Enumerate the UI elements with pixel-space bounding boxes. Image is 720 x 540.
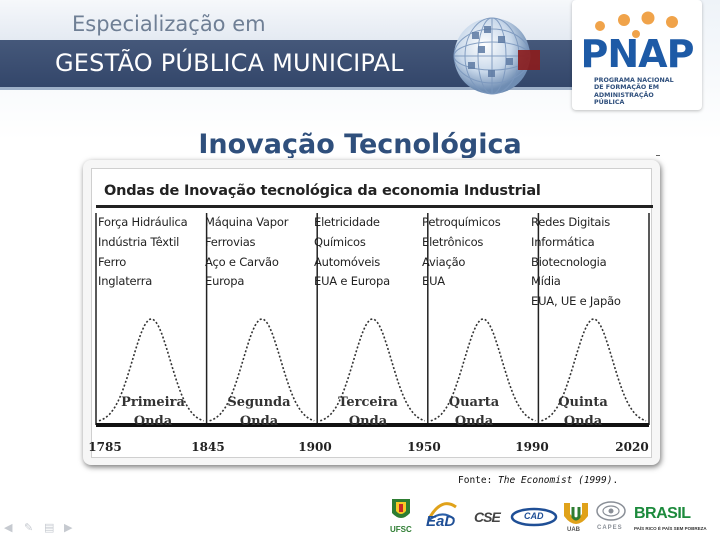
footer-logos: UFSC EaD CSE CAD UAB CAPES bbox=[388, 497, 720, 537]
figure-title: Ondas de Inovação tecnológica da economi… bbox=[104, 183, 541, 199]
wave-name-line: Onda bbox=[454, 414, 494, 429]
pnap-logo: PNAP PROGRAMA NACIONAL DE FORMAÇÃO EM AD… bbox=[572, 0, 702, 110]
wave-item: Eletrônicos bbox=[422, 234, 484, 249]
ufsc-text: UFSC bbox=[390, 525, 412, 534]
wave-item: Indústria Têxtil bbox=[98, 234, 180, 249]
capes-logo: CAPES bbox=[594, 497, 628, 537]
wave-item: EUA, UE e Japão bbox=[531, 294, 621, 309]
wave-name-line: Primeira bbox=[121, 395, 185, 410]
wave-item: Ferrovias bbox=[205, 234, 256, 249]
source-suffix: . bbox=[612, 475, 619, 486]
wave-name-line: Onda bbox=[133, 414, 173, 429]
course-subtitle: Especialização em bbox=[72, 12, 266, 36]
wave-item: Automóveis bbox=[314, 254, 381, 269]
logo-name: PNAP bbox=[580, 32, 695, 76]
year-label: 1950 bbox=[407, 440, 441, 454]
brasil-text: BRASIL bbox=[634, 505, 691, 522]
wave-name-line: Onda bbox=[563, 414, 603, 429]
cad-logo: CAD bbox=[510, 497, 558, 537]
figure-title-rule bbox=[96, 205, 653, 208]
year-label: 1785 bbox=[88, 440, 122, 454]
source-note: Fonte: The Economist (1999). bbox=[458, 475, 618, 486]
wave-name-line: Onda bbox=[348, 414, 388, 429]
wave-5-name: Quinta Onda bbox=[543, 393, 623, 431]
wave-item: Eletricidade bbox=[314, 215, 380, 229]
innovation-waves-figure: Ondas de Inovação tecnológica da economi… bbox=[83, 160, 660, 465]
wave-name-line: Quarta bbox=[448, 395, 500, 410]
uab-logo: UAB bbox=[564, 497, 588, 537]
cad-ellipse-icon bbox=[510, 507, 558, 527]
wave-name-line: Terceira bbox=[338, 395, 398, 410]
wave-item: EUA bbox=[422, 274, 445, 289]
logo-subtitle-line: PROGRAMA NACIONAL bbox=[594, 77, 674, 84]
wave-1-name: Primeira Onda bbox=[113, 393, 193, 431]
capes-text: CAPES bbox=[597, 525, 623, 531]
logo-subtitle: PROGRAMA NACIONAL DE FORMAÇÃO EM ADMINIS… bbox=[594, 77, 684, 107]
logo-subtitle-line: ADMINISTRAÇÃO PÚBLICA bbox=[594, 91, 654, 107]
logo-figures-icon bbox=[595, 11, 678, 38]
year-label: 1900 bbox=[298, 440, 332, 454]
ead-logo: EaD bbox=[424, 497, 460, 537]
source-prefix: Fonte: bbox=[458, 475, 499, 486]
globe-icon bbox=[453, 17, 540, 95]
logo-subtitle-line: DE FORMAÇÃO EM bbox=[594, 84, 659, 92]
wave-2-name: Segunda Onda bbox=[219, 393, 299, 431]
waves-drawing bbox=[95, 213, 650, 427]
ead-text: EaD bbox=[426, 513, 456, 530]
wave-item: EUA e Europa bbox=[314, 274, 390, 289]
wave-item: Redes Digitais bbox=[531, 215, 611, 229]
wave-name-line: Onda bbox=[239, 414, 279, 429]
uab-text: UAB bbox=[567, 527, 580, 533]
wave-4-name: Quarta Onda bbox=[434, 393, 514, 431]
wave-1-items: Força Hidráulica Indústria Têxtil Ferro … bbox=[98, 213, 188, 292]
wave-3-name: Terceira Onda bbox=[328, 393, 408, 431]
wave-curve bbox=[209, 318, 315, 422]
wave-item: Informática bbox=[531, 234, 595, 249]
next-icon[interactable]: ▶ bbox=[64, 521, 73, 534]
slide-title: Inovação Tecnológica bbox=[198, 129, 522, 158]
brasil-tagline: PAÍS RICO É PAÍS SEM POBREZA bbox=[634, 526, 707, 531]
wave-4-items: Petroquímicos Eletrônicos Aviação EUA bbox=[422, 213, 501, 292]
wave-item: Aço e Carvão bbox=[205, 254, 279, 269]
wave-item: Ferro bbox=[98, 254, 127, 269]
year-label: 1990 bbox=[515, 440, 549, 454]
wave-item: Inglaterra bbox=[98, 274, 153, 289]
year-label: 1845 bbox=[191, 440, 225, 454]
capes-eye-icon bbox=[596, 501, 626, 521]
cse-logo: CSE bbox=[470, 497, 510, 537]
slide-navigation: ◀ ✎ ▤ ▶ bbox=[4, 521, 84, 537]
wave-item: Mídia bbox=[531, 274, 561, 289]
wave-curve bbox=[98, 318, 204, 422]
wave-curve bbox=[541, 318, 647, 422]
wave-curve bbox=[430, 318, 536, 422]
wave-item: Aviação bbox=[422, 254, 466, 269]
wave-item: Máquina Vapor bbox=[205, 215, 289, 229]
title-mark bbox=[656, 155, 660, 156]
wave-item: Petroquímicos bbox=[422, 215, 501, 229]
wave-5-items: Redes Digitais Informática Biotecnologia… bbox=[531, 213, 621, 312]
wave-curve bbox=[319, 318, 426, 422]
uab-shape-icon bbox=[564, 503, 588, 524]
wave-item: Europa bbox=[205, 274, 245, 289]
figure-panel: Ondas de Inovação tecnológica da economi… bbox=[88, 168, 653, 458]
wave-item: Biotecnologia bbox=[531, 254, 607, 269]
previous-icon[interactable]: ◀ bbox=[4, 521, 13, 534]
wave-item: Força Hidráulica bbox=[98, 215, 188, 229]
pen-icon[interactable]: ✎ bbox=[24, 521, 34, 534]
wave-2-items: Máquina Vapor Ferrovias Aço e Carvão Eur… bbox=[205, 213, 288, 292]
year-label: 2020 bbox=[615, 440, 649, 454]
cse-text: CSE bbox=[474, 509, 501, 525]
cad-text: CAD bbox=[524, 511, 544, 521]
ead-swirl-icon bbox=[427, 502, 457, 522]
wave-item: Químicos bbox=[314, 234, 366, 249]
course-title: GESTÃO PÚBLICA MUNICIPAL bbox=[55, 49, 404, 77]
ufsc-logo: UFSC bbox=[388, 497, 414, 537]
wave-3-items: Eletricidade Químicos Automóveis EUA e E… bbox=[314, 213, 390, 292]
brasil-logo: BRASIL PAÍS RICO É PAÍS SEM POBREZA bbox=[634, 497, 707, 537]
menu-icon[interactable]: ▤ bbox=[44, 521, 55, 534]
wave-name-line: Segunda bbox=[227, 395, 291, 410]
wave-name-line: Quinta bbox=[558, 395, 608, 410]
source-publication: The Economist (1999) bbox=[498, 475, 613, 486]
ufsc-crest-icon bbox=[392, 499, 410, 518]
